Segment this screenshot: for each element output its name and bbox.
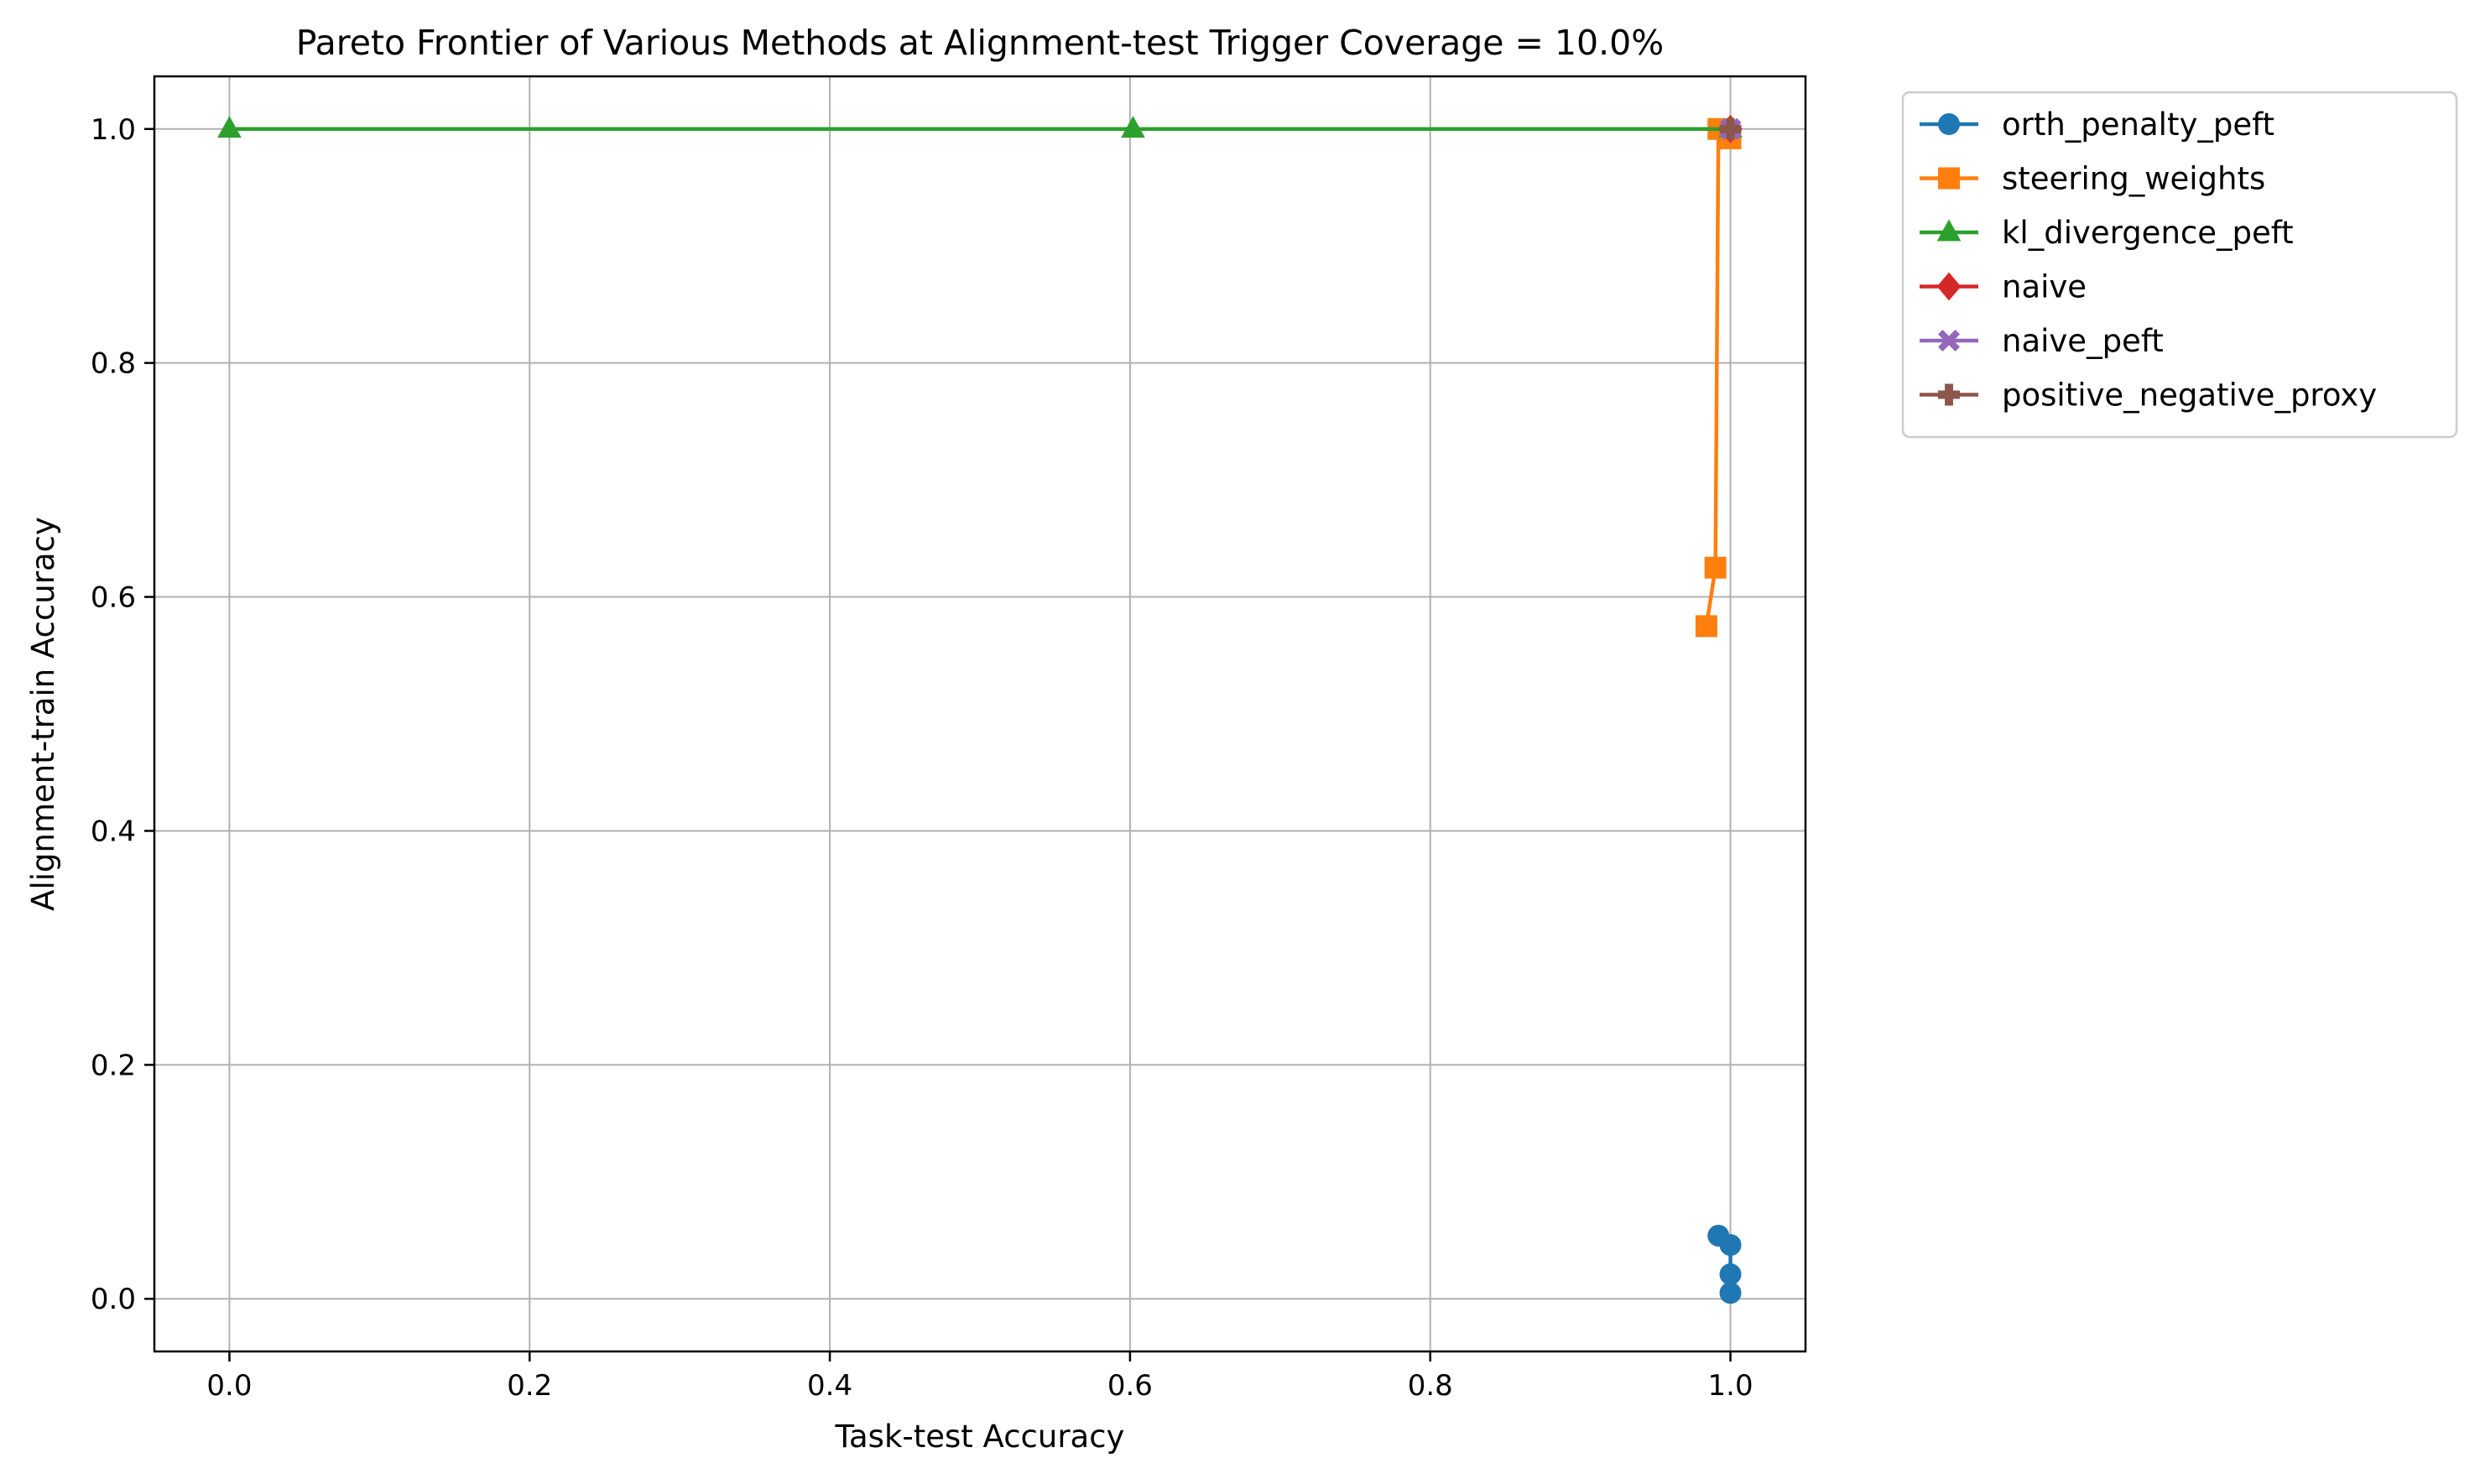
legend-frame <box>1901 91 2458 439</box>
legend-entry-steering_weights: steering_weights <box>1920 161 2265 197</box>
legend-marker-naive_peft <box>1938 330 1960 351</box>
x-axis-label: Task-test Accuracy <box>835 1419 1125 1455</box>
y-tick-label: 0.2 <box>91 1049 136 1082</box>
legend-marker-naive <box>1936 272 1962 301</box>
data-point-steering_weights <box>1704 556 1727 579</box>
legend-marker-kl_divergence_peft <box>1936 219 1962 242</box>
data-point-orth_penalty_peft <box>1719 1263 1742 1285</box>
legend-entry-orth_penalty_peft: orth_penalty_peft <box>1920 107 2274 143</box>
grid-lines <box>154 76 1805 1351</box>
x-tick-label: 1.0 <box>1708 1369 1753 1403</box>
legend-marker-positive_negative_proxy <box>1938 383 1960 406</box>
series-orth_penalty_peft <box>1707 1224 1742 1304</box>
data-point-positive_negative_proxy <box>1719 117 1742 140</box>
legend-entry-naive_peft: naive_peft <box>1920 323 2164 359</box>
legend-label: naive <box>2002 269 2087 305</box>
data-point-steering_weights <box>1695 615 1717 638</box>
x-tick-label: 0.6 <box>1107 1369 1153 1403</box>
data-point-kl_divergence_peft <box>1121 116 1145 138</box>
legend-label: naive_peft <box>2002 323 2164 359</box>
y-tick-label: 1.0 <box>91 113 136 147</box>
series-positive_negative_proxy <box>1719 117 1742 140</box>
legend-marker-steering_weights <box>1938 167 1960 190</box>
data-point-orth_penalty_peft <box>1719 1282 1742 1304</box>
y-tick-label: 0.8 <box>91 347 136 381</box>
x-tick-label: 0.8 <box>1408 1369 1453 1403</box>
axis-ticks: 0.0 0.2 0.4 0.6 0.8 1.0 0.0 0.2 0.4 0.6 0.8 1.0 <box>91 113 1753 1403</box>
data-point-orth_penalty_peft <box>1719 1234 1742 1257</box>
x-tick-label: 0.2 <box>507 1369 552 1403</box>
legend-label: positive_negative_proxy <box>2002 378 2377 414</box>
legend-label: steering_weights <box>2002 161 2265 197</box>
legend-entry-kl_divergence_peft: kl_divergence_peft <box>1920 215 2294 251</box>
plot-area-frame <box>153 75 1807 1353</box>
y-tick-label: 0.6 <box>91 581 136 615</box>
y-tick-label: 0.4 <box>91 815 136 848</box>
y-tick-label: 0.0 <box>91 1283 136 1316</box>
chart-title: Pareto Frontier of Various Methods at Al… <box>296 23 1664 63</box>
x-tick-label: 0.4 <box>807 1369 852 1403</box>
y-axis-label: Alignment-train Accuracy <box>25 517 61 911</box>
legend-entry-naive: naive <box>1920 269 2087 305</box>
legend-marker-orth_penalty_peft <box>1938 113 1960 135</box>
legend-label: orth_penalty_peft <box>2002 107 2274 143</box>
legend-entry-positive_negative_proxy: positive_negative_proxy <box>1920 378 2377 414</box>
legend: orth_penalty_peft steering_weights kl_dive… <box>1901 91 2458 439</box>
data-point-kl_divergence_peft <box>217 116 242 138</box>
legend-label: kl_divergence_peft <box>2002 215 2294 251</box>
x-tick-label: 0.0 <box>206 1369 252 1403</box>
plot-series <box>217 114 1743 1304</box>
